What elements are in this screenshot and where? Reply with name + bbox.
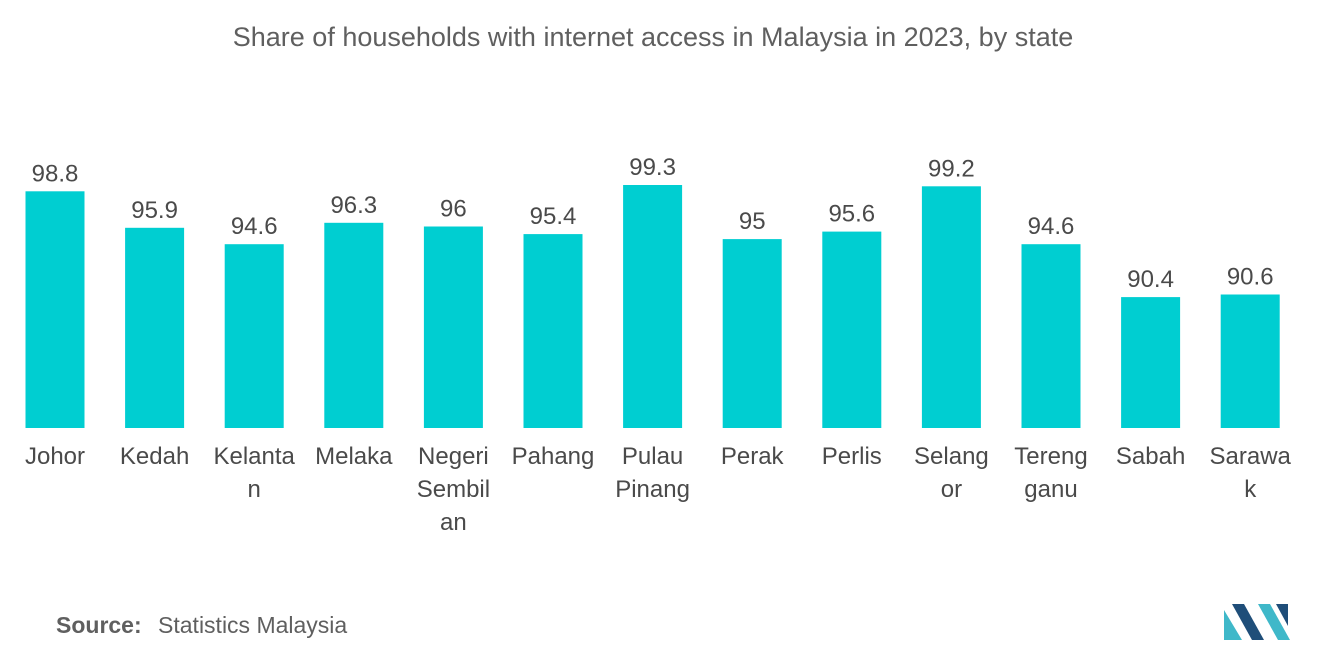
bar-value-label: 96 <box>440 196 467 223</box>
category-label: Negeri Sembil an <box>417 443 490 536</box>
category-label: Perlis <box>822 443 882 470</box>
bar <box>523 234 583 428</box>
bar <box>25 191 85 428</box>
category-label: Kelanta n <box>213 443 295 503</box>
bar-value-label: 98.8 <box>32 160 79 187</box>
value-labels-group: 98.8 95.9 94.6 96.3 96 95.4 99.3 95 95.6 99.2 94.6… <box>32 154 1274 293</box>
company-logo <box>1224 604 1290 640</box>
logo-right-bar <box>1276 604 1288 626</box>
bar <box>1021 244 1081 428</box>
bar-value-label: 99.3 <box>629 154 676 181</box>
bars-group <box>25 185 1280 428</box>
category-label-line: Pinang <box>615 476 690 503</box>
logo-left-shape <box>1224 610 1242 640</box>
chart-title: Share of households with internet access… <box>232 22 1074 52</box>
category-label-line: Perak <box>721 443 785 470</box>
bar <box>224 244 284 428</box>
category-labels-group: Johor Kedah Kelanta n Melaka Negeri Sembil an Pa… <box>25 443 1292 536</box>
bar-value-label: 94.6 <box>231 213 278 240</box>
category-label-line: Kelanta <box>213 443 295 470</box>
category-label: Pulau Pinang <box>615 443 690 503</box>
bar-value-label: 94.6 <box>1028 213 1075 240</box>
category-label-line: Tereng <box>1014 443 1087 470</box>
category-label-line: Sabah <box>1116 443 1185 470</box>
bar <box>921 186 981 428</box>
category-label: Sarawa k <box>1210 443 1292 503</box>
bar <box>125 227 185 428</box>
bar-value-label: 99.2 <box>928 155 975 182</box>
bar <box>423 226 483 428</box>
category-label-line: or <box>941 476 962 503</box>
bar <box>1121 297 1181 428</box>
category-label: Sabah <box>1116 443 1185 470</box>
category-label: Melaka <box>315 443 393 470</box>
category-label-line: Sembil <box>417 476 490 503</box>
logo-right-shape <box>1258 604 1290 640</box>
category-label: Tereng ganu <box>1014 443 1087 503</box>
bar-value-label: 95.4 <box>530 203 577 230</box>
bar-chart: 98.8 95.9 94.6 96.3 96 95.4 99.3 95 95.6 99.2 94.6… <box>25 154 1292 536</box>
bar-value-label: 95 <box>739 208 766 235</box>
category-label-line: Selang <box>914 443 989 470</box>
source-label: Source: <box>56 612 142 638</box>
bar-value-label: 96.3 <box>330 192 377 219</box>
category-label-line: Negeri <box>418 443 489 470</box>
bar-value-label: 95.6 <box>828 201 875 228</box>
bar <box>324 222 384 428</box>
category-label-line: Sarawa <box>1210 443 1292 470</box>
category-label: Johor <box>25 443 85 470</box>
category-label: Perak <box>721 443 785 470</box>
category-label-line: Pahang <box>512 443 595 470</box>
category-label: Kedah <box>120 443 189 470</box>
category-label-line: Pulau <box>622 443 683 470</box>
category-label-line: Kedah <box>120 443 189 470</box>
bar-value-label: 90.4 <box>1127 266 1174 293</box>
bar-value-label: 95.9 <box>131 197 178 224</box>
category-label-line: an <box>440 509 467 536</box>
category-label-line: Johor <box>25 443 85 470</box>
category-label-line: Melaka <box>315 443 393 470</box>
category-label: Pahang <box>512 443 595 470</box>
bar <box>623 185 683 428</box>
bar <box>822 231 882 428</box>
category-label-line: k <box>1244 476 1257 503</box>
category-label-line: ganu <box>1024 476 1077 503</box>
logo-mid-shape <box>1232 604 1264 640</box>
source-note: Source: Statistics Malaysia <box>56 612 347 639</box>
category-label-line: n <box>248 476 261 503</box>
bar <box>722 239 782 428</box>
source-value: Statistics Malaysia <box>158 612 348 638</box>
category-label: Selang or <box>914 443 989 503</box>
bar <box>1220 294 1280 428</box>
bar-value-label: 90.6 <box>1227 264 1274 291</box>
category-label-line: Perlis <box>822 443 882 470</box>
